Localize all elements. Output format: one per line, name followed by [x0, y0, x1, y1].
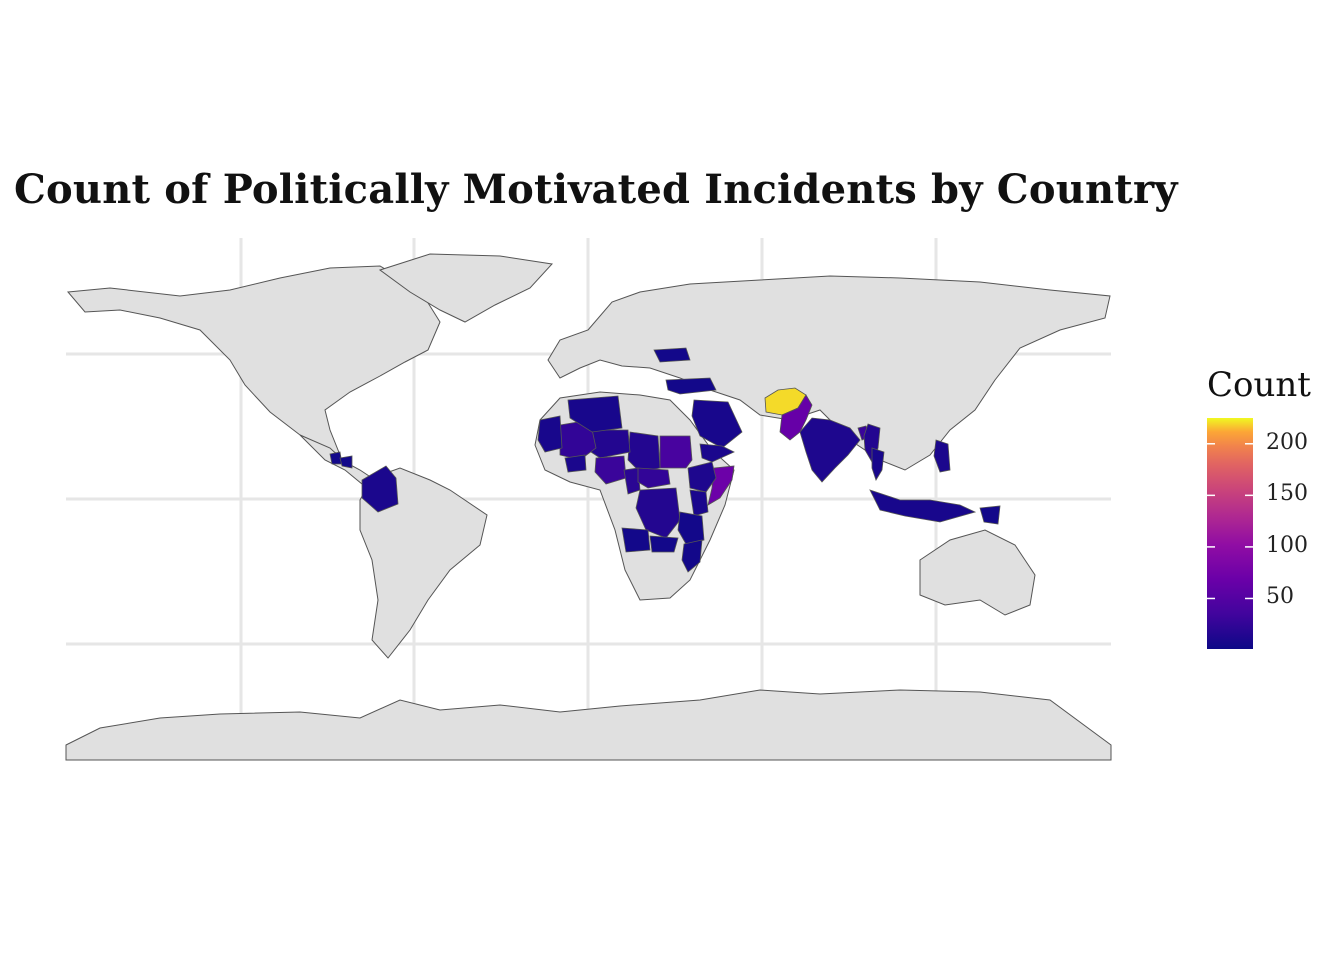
legend-title: Count [1207, 365, 1311, 405]
region-burkina [564, 454, 587, 473]
region-mozambique [681, 539, 703, 573]
australia [919, 529, 1036, 616]
south-america [359, 467, 488, 659]
chart-title: Count of Politically Motivated Incidents… [14, 166, 1178, 213]
north-america [66, 265, 441, 457]
region-algeria [567, 395, 623, 433]
region-india [799, 417, 861, 483]
legend-ticks [1207, 443, 1253, 600]
region-png [979, 505, 1001, 525]
legend-tick-label: 150 [1266, 481, 1308, 507]
region-turkey [665, 377, 717, 395]
region-car [637, 467, 671, 489]
region-honduras [339, 455, 353, 469]
region-mauritania [537, 415, 563, 453]
region-colombia [361, 465, 399, 513]
legend-tick-label: 100 [1266, 532, 1308, 558]
region-zambia [649, 535, 679, 553]
region-indonesia [869, 489, 977, 523]
region-ukraine [653, 347, 691, 363]
eurasia [547, 275, 1111, 471]
region-nigeria [594, 455, 627, 485]
region-ethiopia [687, 461, 717, 493]
antarctica [65, 689, 1112, 761]
legend-tick-label: 200 [1266, 429, 1308, 455]
region-sudan [659, 435, 693, 469]
region-thailand [871, 447, 885, 481]
country-regions [329, 347, 1001, 573]
region-yemen [699, 443, 735, 463]
region-kenya [689, 489, 709, 517]
legend-colorbar [1207, 418, 1253, 649]
greenland [378, 253, 554, 323]
region-angola [621, 527, 651, 553]
legend-tick-label: 50 [1266, 584, 1294, 610]
region-philippines [933, 439, 951, 473]
region-pakistan [779, 394, 813, 441]
